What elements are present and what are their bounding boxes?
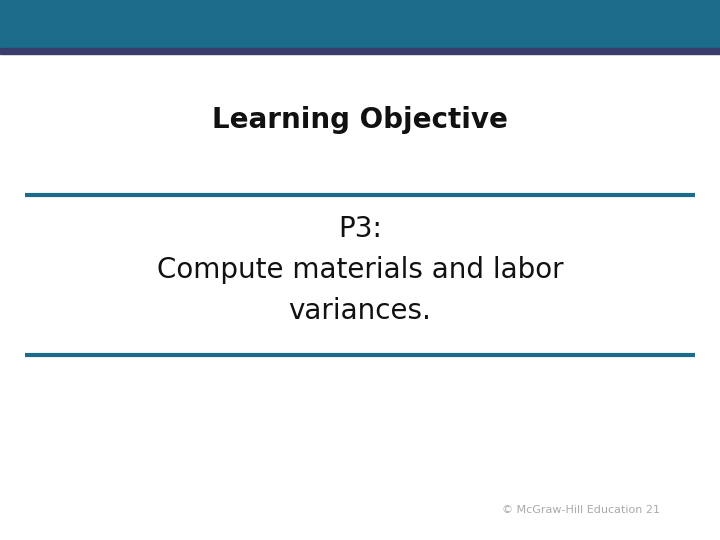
Text: © McGraw-Hill Education 21: © McGraw-Hill Education 21	[502, 505, 660, 515]
Text: Learning Objective: Learning Objective	[212, 106, 508, 134]
Text: P3:
Compute materials and labor
variances.: P3: Compute materials and labor variance…	[157, 215, 563, 325]
Bar	[0, 48, 720, 54]
Bar	[0, 0, 720, 48]
